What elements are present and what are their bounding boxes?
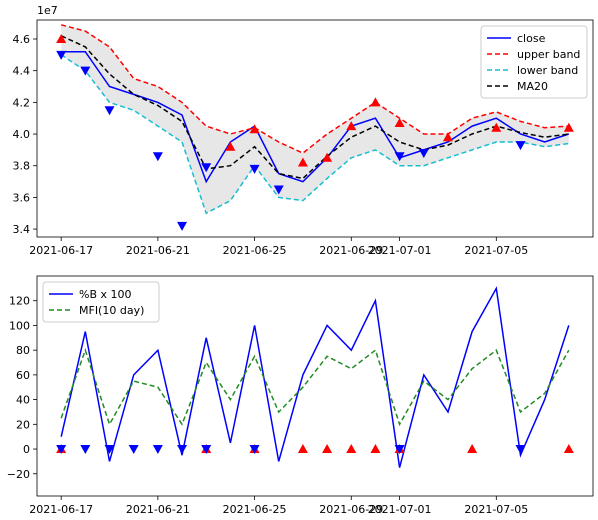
sell-marker bbox=[346, 444, 357, 454]
x-tick-label: 2021-06-25 bbox=[223, 503, 287, 516]
x-tick-label: 2021-06-21 bbox=[126, 244, 190, 257]
y-tick-label: 60 bbox=[16, 369, 30, 382]
sell-marker bbox=[442, 132, 453, 142]
y-tick-label: 40 bbox=[16, 394, 30, 407]
sell-marker bbox=[563, 444, 574, 454]
buy-marker bbox=[394, 445, 405, 455]
sell-marker bbox=[322, 152, 333, 162]
x-tick-label: 2021-06-29 bbox=[319, 244, 383, 257]
x-tick-label: 2021-07-01 bbox=[368, 503, 432, 516]
y-tick-label: 80 bbox=[16, 344, 30, 357]
series-line-3 bbox=[60, 35, 569, 180]
y-tick-label: 3.8 bbox=[13, 160, 31, 173]
x-tick-label: 2021-06-17 bbox=[29, 503, 93, 516]
buy-marker bbox=[80, 66, 91, 76]
buy-marker bbox=[273, 185, 284, 195]
sell-marker bbox=[491, 122, 502, 132]
y-tick-label: 3.4 bbox=[13, 223, 31, 236]
y-tick-label: 4.0 bbox=[13, 128, 31, 141]
buy-marker bbox=[152, 152, 163, 162]
sell-marker bbox=[346, 121, 357, 131]
legend-label: lower band bbox=[517, 64, 578, 77]
sell-marker bbox=[563, 122, 574, 132]
y-tick-label: 4.6 bbox=[13, 33, 31, 46]
x-tick-label: 2021-07-05 bbox=[464, 244, 528, 257]
buy-marker bbox=[80, 445, 91, 455]
buy-marker bbox=[104, 445, 115, 455]
sell-marker bbox=[225, 141, 236, 151]
sell-marker bbox=[249, 124, 260, 134]
legend: %B x 100 MFI(10 day) bbox=[42, 281, 160, 323]
y-tick-label: −20 bbox=[7, 468, 30, 481]
buy-marker bbox=[394, 152, 405, 162]
buy-marker bbox=[177, 445, 188, 455]
buy-marker bbox=[152, 445, 163, 455]
legend-box bbox=[42, 281, 160, 323]
x-tick-label: 2021-07-05 bbox=[464, 503, 528, 516]
y-tick-label: 4.4 bbox=[13, 65, 31, 78]
x-tick-label: 2021-06-29 bbox=[319, 503, 383, 516]
sell-marker bbox=[297, 157, 308, 167]
y-tick-label: 3.6 bbox=[13, 191, 31, 204]
legend-label: MA20 bbox=[517, 80, 548, 93]
sell-marker bbox=[467, 444, 478, 454]
buy-marker bbox=[249, 164, 260, 174]
buy-marker bbox=[104, 106, 115, 116]
series-line-2 bbox=[60, 54, 569, 215]
buy-marker bbox=[249, 445, 260, 455]
legend: close upper band lower band MA20 bbox=[480, 25, 588, 99]
legend-label: close bbox=[517, 32, 546, 45]
x-tick-label: 2021-07-01 bbox=[368, 244, 432, 257]
buy-marker bbox=[56, 445, 67, 455]
buy-marker bbox=[201, 445, 212, 455]
sell-marker bbox=[297, 444, 308, 454]
buy-marker bbox=[515, 445, 526, 455]
sell-marker bbox=[394, 117, 405, 127]
y-tick-label: 120 bbox=[9, 295, 30, 308]
band-fill bbox=[61, 24, 569, 214]
axis-offset-text: 1e7 bbox=[37, 4, 58, 17]
legend-box bbox=[480, 25, 588, 99]
buy-marker bbox=[418, 149, 429, 159]
y-tick-label: 20 bbox=[16, 418, 30, 431]
buy-marker bbox=[177, 221, 188, 231]
sell-marker bbox=[370, 97, 381, 107]
legend-label: MFI(10 day) bbox=[79, 304, 144, 317]
buy-marker bbox=[201, 163, 212, 173]
x-tick-label: 2021-06-17 bbox=[29, 244, 93, 257]
y-tick-label: 100 bbox=[9, 319, 30, 332]
axes-frame bbox=[36, 275, 594, 497]
y-tick-label: 0 bbox=[23, 443, 30, 456]
price-bollinger-chart: 1e7 3.4 3.6 3.8 4.0 4.2 4.4 4.6 2021-06-17 2021-0… bbox=[13, 4, 594, 257]
series-line-1 bbox=[61, 24, 569, 154]
x-tick-label: 2021-06-21 bbox=[126, 503, 190, 516]
axes-frame bbox=[36, 19, 594, 238]
series-line-0 bbox=[60, 286, 570, 468]
y-tick-label: 4.2 bbox=[13, 96, 31, 109]
buy-marker bbox=[515, 141, 526, 151]
series-line-1 bbox=[60, 347, 570, 427]
percent-b-mfi-chart: −20 0 20 40 60 80 100 120 2021-06-17 2021-06-21 20… bbox=[7, 275, 594, 516]
sell-marker bbox=[322, 444, 333, 454]
series-line-0 bbox=[61, 50, 570, 184]
x-tick-label: 2021-06-25 bbox=[223, 244, 287, 257]
sell-marker bbox=[56, 34, 67, 44]
legend-label: %B x 100 bbox=[79, 288, 132, 301]
buy-marker bbox=[128, 445, 139, 455]
buy-marker bbox=[56, 50, 67, 60]
legend-label: upper band bbox=[517, 48, 580, 61]
sell-marker bbox=[370, 444, 381, 454]
